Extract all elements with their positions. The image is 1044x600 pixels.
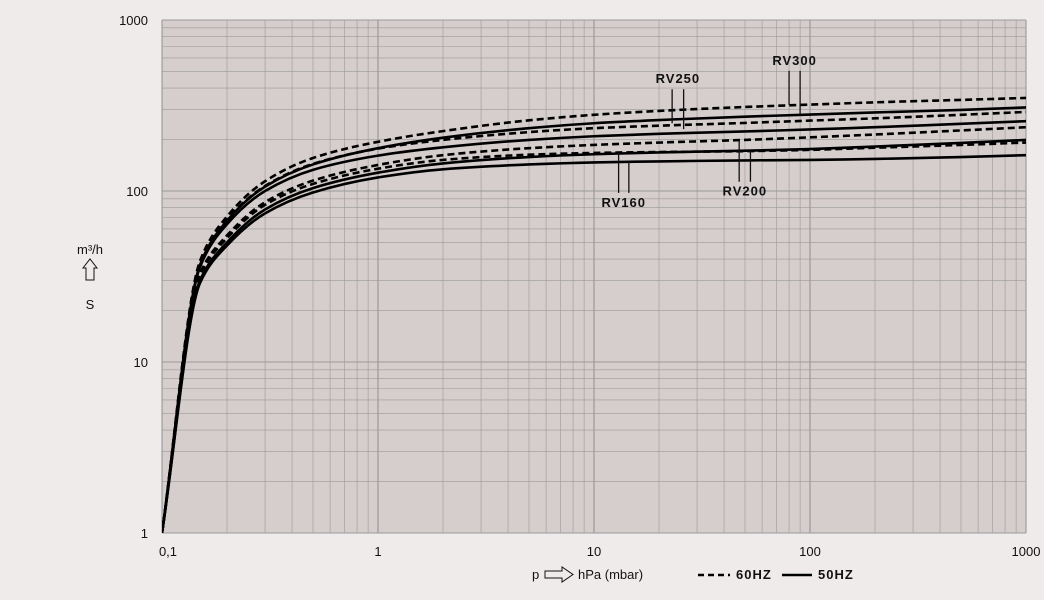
- curve-rv160-50hz: [162, 153, 1026, 533]
- x-axis-label: p hPa (mbar): [532, 566, 643, 583]
- curve-rv300-50hz: [162, 106, 1026, 533]
- right-arrow-icon: [544, 566, 574, 583]
- annotation-label-rv200: RV200: [723, 184, 768, 199]
- curve-rv250-50hz: [162, 119, 1026, 533]
- annotation-label-rv160: RV160: [601, 195, 646, 210]
- x-axis-symbol: p: [532, 567, 539, 582]
- curve-rv300-60hz: [162, 96, 1026, 533]
- y-tick-label: 1000: [119, 13, 148, 28]
- y-axis-unit: m³/h: [77, 242, 103, 257]
- tick-labels: 0,1 1 10 100 1000 1 10 100 1000: [119, 13, 1040, 559]
- x-tick-label: 0,1: [159, 544, 177, 559]
- y-tick-label: 10: [134, 355, 148, 370]
- legend-label-60hz: 60HZ: [736, 567, 772, 582]
- up-arrow-icon: [81, 258, 99, 281]
- curves: [162, 96, 1026, 533]
- x-tick-label: 1: [374, 544, 381, 559]
- x-tick-label: 1000: [1012, 544, 1041, 559]
- x-axis-unit: hPa (mbar): [578, 567, 643, 582]
- curve-rv160-60hz: [162, 141, 1026, 533]
- annotation-label-rv250: RV250: [656, 71, 701, 86]
- annotations: RV250 RV300 RV160 RV200: [601, 53, 817, 210]
- legend: 60HZ 50HZ: [698, 567, 854, 582]
- curve-rv200-50hz: [162, 138, 1026, 533]
- y-tick-label: 1: [141, 526, 148, 541]
- legend-label-50hz: 50HZ: [818, 567, 854, 582]
- annotation-label-rv300: RV300: [772, 53, 817, 68]
- y-tick-label: 100: [126, 184, 148, 199]
- y-axis-label: m³/h S: [77, 242, 103, 312]
- x-tick-label: 10: [587, 544, 601, 559]
- x-tick-label: 100: [799, 544, 821, 559]
- y-axis-symbol: S: [86, 297, 95, 312]
